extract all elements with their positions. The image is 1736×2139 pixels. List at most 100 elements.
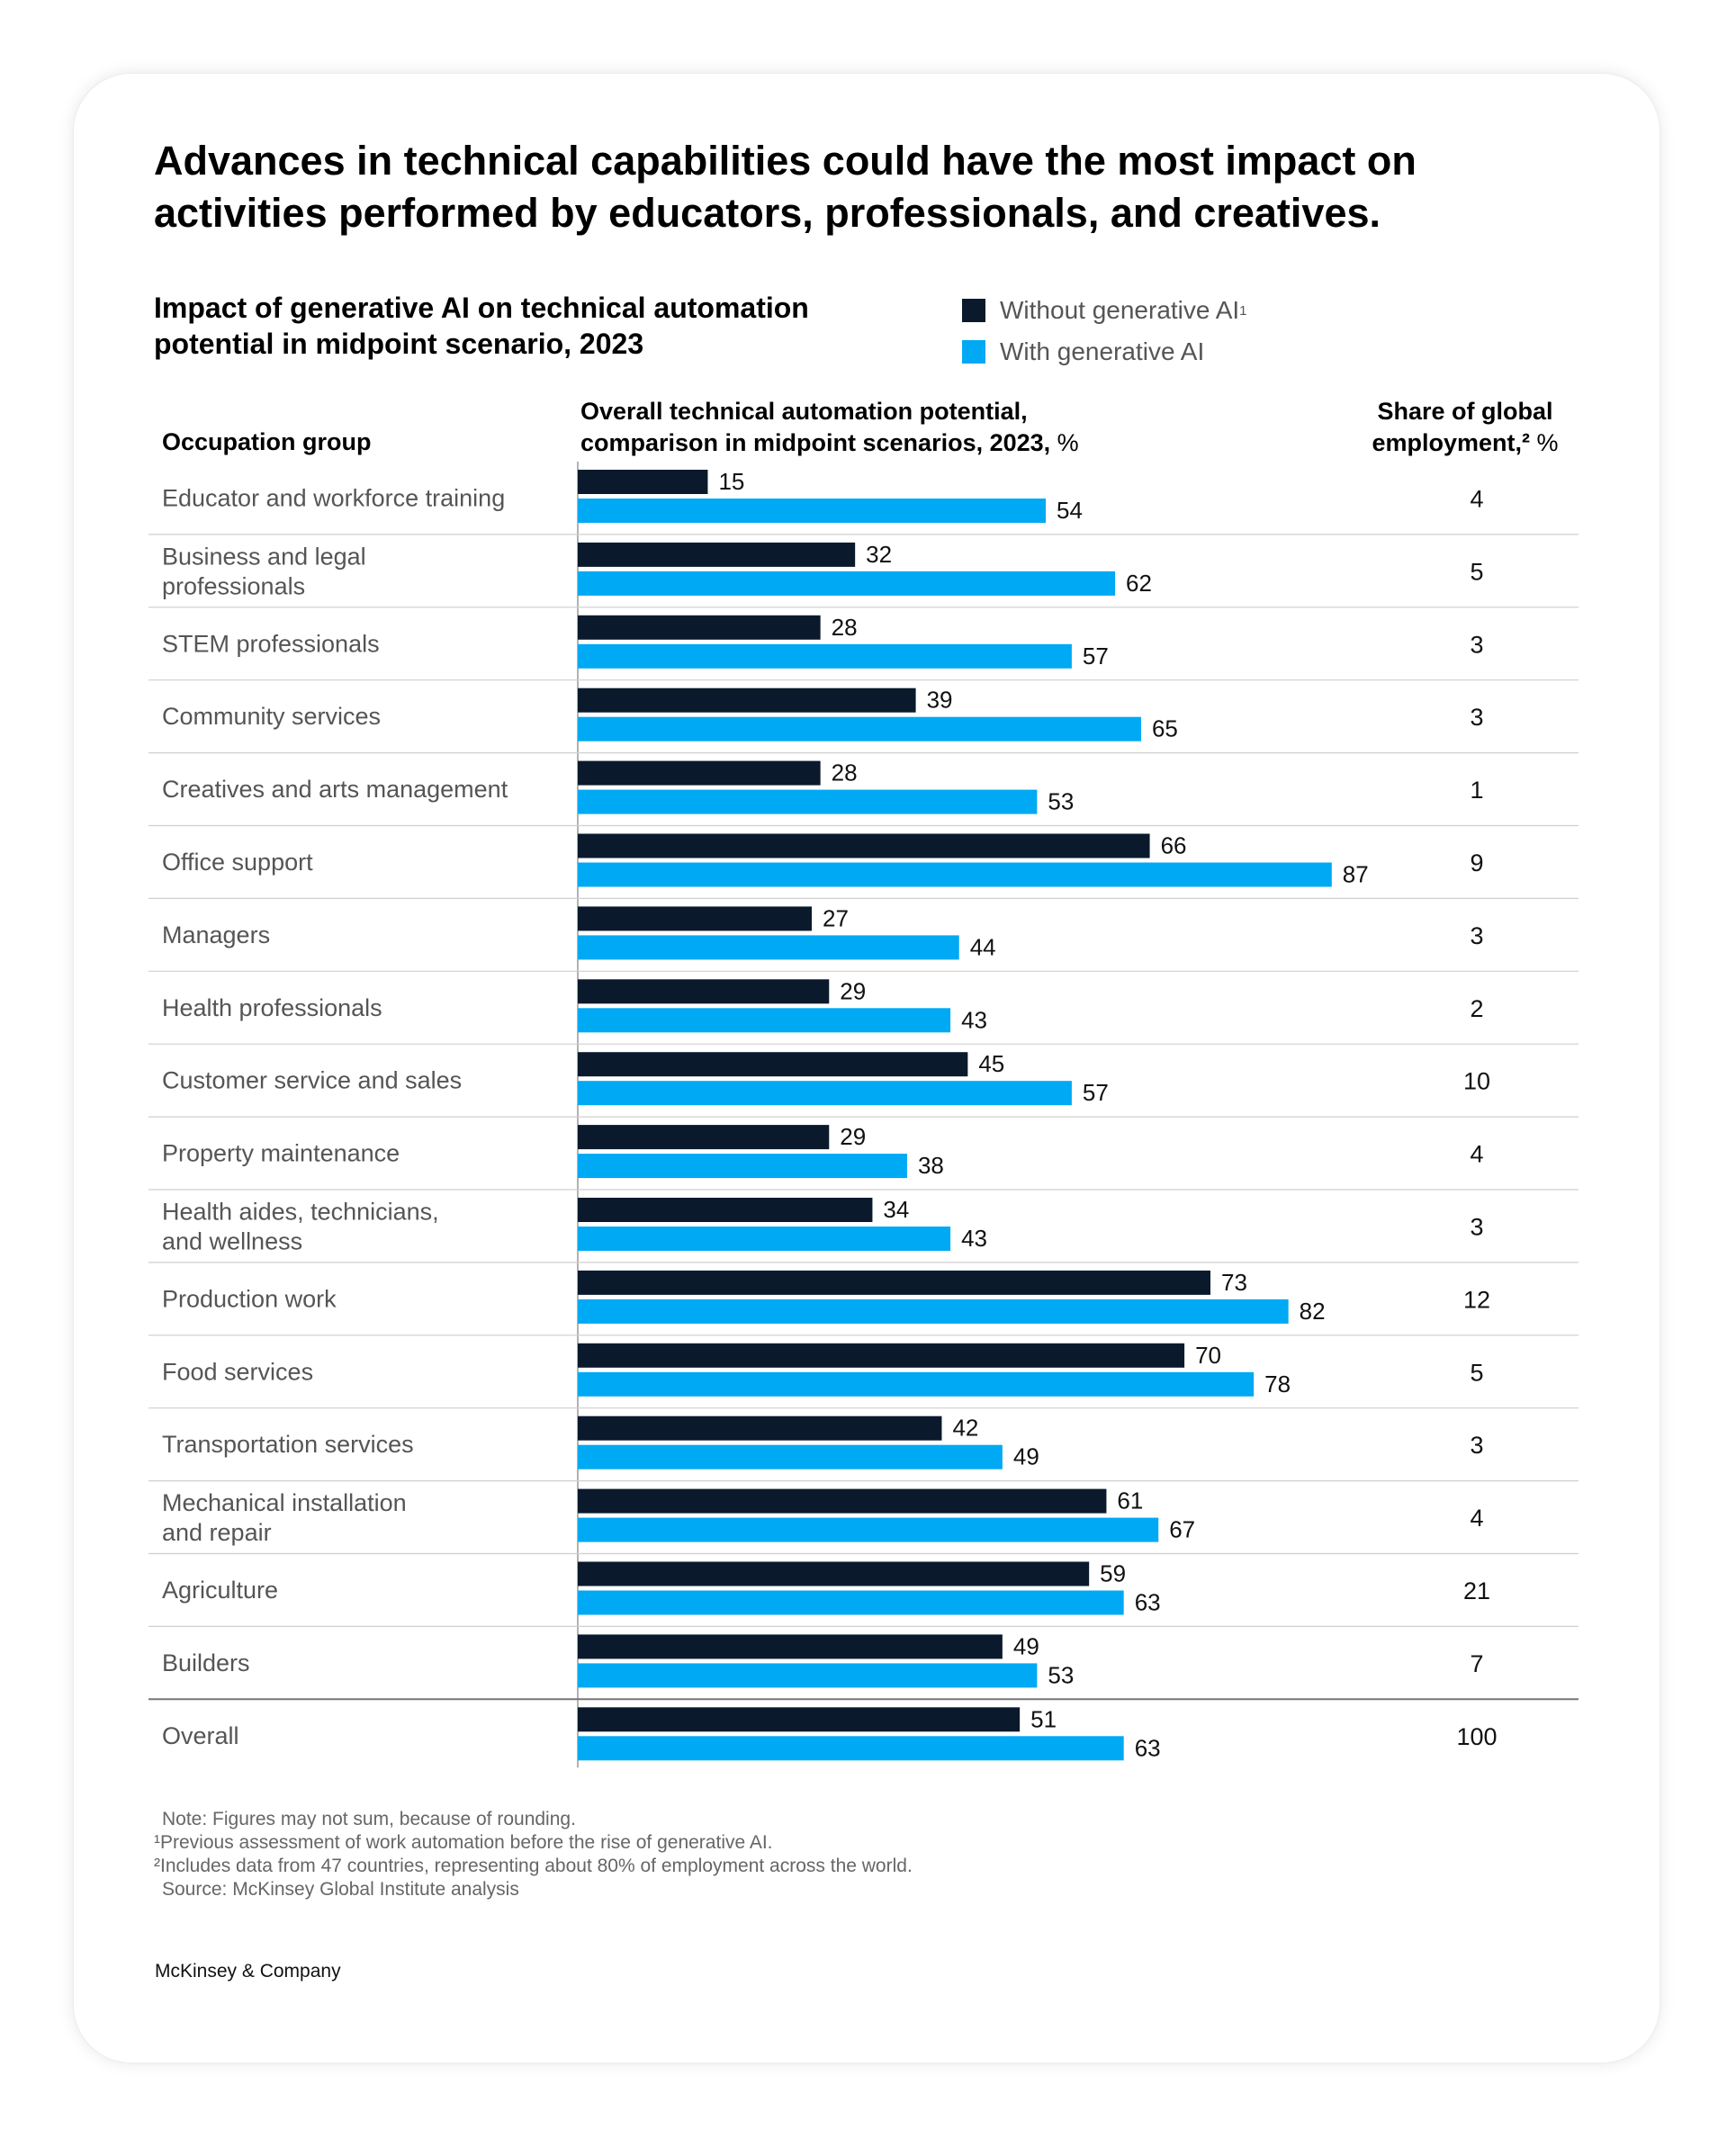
category-label: Customer service and sales	[162, 1067, 462, 1094]
bar-with-genai	[578, 1008, 951, 1033]
value-label-with: 49	[1013, 1443, 1039, 1470]
legend: Without generative AI 1 With generative A…	[962, 290, 1247, 373]
bar-without-genai	[578, 1416, 942, 1441]
header-automation-text: Overall technical automation potential, …	[580, 398, 1051, 456]
bar-with-genai	[578, 1371, 1255, 1397]
legend-swatch-with	[962, 340, 985, 364]
bar-without-genai	[578, 1488, 1107, 1514]
bar-without-genai	[578, 1125, 830, 1150]
share-value: 5	[1470, 558, 1483, 585]
note-footnote-1: ¹Previous assessment of work automation …	[154, 1832, 773, 1853]
bar-with-genai	[578, 789, 1038, 814]
value-label-without: 28	[832, 759, 858, 786]
share-value: 3	[1470, 922, 1483, 949]
share-value: 10	[1463, 1068, 1490, 1095]
header-share-unit: %	[1536, 429, 1559, 456]
category-label: Production work	[162, 1285, 337, 1312]
bar-with-genai	[578, 1227, 951, 1251]
share-value: 3	[1470, 631, 1483, 658]
bar-with-genai	[578, 643, 1072, 669]
bar-without-genai	[578, 1343, 1185, 1368]
footer-brand: McKinsey & Company	[155, 1961, 341, 1982]
bar-without-genai	[578, 1052, 968, 1077]
value-label-with: 87	[1343, 861, 1369, 888]
bar-without-genai	[578, 833, 1150, 858]
share-value: 4	[1470, 485, 1483, 512]
category-label: Office support	[162, 849, 313, 876]
bar-without-genai	[578, 1270, 1210, 1295]
bar-with-genai	[578, 1154, 907, 1179]
legend-footnote-marker: 1	[1239, 302, 1247, 319]
share-value: 3	[1470, 1213, 1483, 1240]
category-label: Builders	[162, 1649, 250, 1676]
value-label-with: 65	[1152, 715, 1178, 742]
bar-with-genai	[578, 1299, 1289, 1324]
bar-with-genai	[578, 571, 1116, 596]
value-label-with: 53	[1048, 788, 1074, 815]
value-label-without: 39	[927, 687, 953, 714]
share-value: 21	[1463, 1577, 1490, 1604]
share-value: 12	[1463, 1286, 1490, 1313]
notes: Note: Figures may not sum, because of ro…	[154, 1808, 913, 1901]
legend-swatch-without	[962, 299, 985, 322]
bar-without-genai	[578, 1198, 873, 1222]
bar-without-genai	[578, 979, 830, 1004]
header-automation-potential: Overall technical automation potential, …	[580, 396, 1138, 459]
value-label-without: 42	[952, 1415, 978, 1442]
bar-without-genai	[578, 760, 821, 786]
value-label-with: 67	[1169, 1516, 1195, 1543]
category-label: Creatives and arts management	[162, 776, 508, 803]
value-label-without: 51	[1030, 1705, 1057, 1732]
bar-without-genai	[578, 542, 856, 567]
legend-item-without: Without generative AI 1	[962, 290, 1247, 331]
value-label-with: 38	[918, 1152, 944, 1179]
value-label-without: 29	[840, 1123, 866, 1150]
value-label-with: 54	[1057, 497, 1083, 524]
value-label-without: 32	[866, 541, 892, 568]
category-label: Educator and workforce training	[162, 484, 505, 511]
share-value: 9	[1470, 849, 1483, 876]
value-label-with: 63	[1135, 1734, 1161, 1761]
bar-with-genai	[578, 862, 1332, 887]
page-title: Advances in technical capabilities could…	[154, 138, 1417, 236]
value-label-without: 61	[1117, 1487, 1143, 1514]
legend-label-without: Without generative AI	[1000, 296, 1240, 324]
value-label-without: 29	[840, 977, 866, 1004]
share-value: 5	[1470, 1359, 1483, 1386]
share-value: 4	[1470, 1141, 1483, 1168]
bar-with-genai	[578, 499, 1047, 523]
value-label-without: 73	[1221, 1269, 1247, 1296]
value-label-with: 78	[1264, 1371, 1291, 1398]
category-label: Food services	[162, 1358, 313, 1385]
share-value: 3	[1470, 704, 1483, 731]
category-label: Community services	[162, 703, 381, 730]
value-label-with: 53	[1048, 1661, 1074, 1688]
value-label-without: 70	[1195, 1342, 1221, 1369]
note-footnote-2: ²Includes data from 47 countries, repres…	[154, 1856, 913, 1876]
share-value: 100	[1456, 1723, 1497, 1750]
bar-without-genai	[578, 1707, 1021, 1732]
legend-item-with: With generative AI	[962, 331, 1247, 373]
category-label: Health professionals	[162, 994, 382, 1021]
category-label: Overall	[162, 1722, 239, 1749]
value-label-with: 63	[1135, 1589, 1161, 1616]
category-label: Agriculture	[162, 1577, 278, 1604]
bar-without-genai	[578, 688, 916, 713]
value-label-with: 44	[970, 933, 996, 960]
bar-with-genai	[578, 1590, 1124, 1615]
bar-with-genai	[578, 1517, 1159, 1542]
share-value: 1	[1470, 777, 1483, 804]
legend-label-with: With generative AI	[1000, 337, 1205, 365]
category-label: Mechanical installation and repair	[162, 1489, 407, 1546]
share-value: 4	[1470, 1505, 1483, 1532]
category-label: Managers	[162, 921, 270, 948]
bar-without-genai	[578, 906, 813, 931]
value-label-without: 45	[978, 1050, 1004, 1077]
bar-with-genai	[578, 935, 959, 960]
value-label-with: 57	[1083, 643, 1109, 670]
value-label-with: 43	[961, 1006, 987, 1033]
value-label-without: 59	[1100, 1560, 1126, 1587]
value-label-with: 62	[1126, 570, 1152, 597]
share-value: 2	[1470, 995, 1483, 1022]
header-share-text: Share of global employment,²	[1372, 398, 1553, 456]
